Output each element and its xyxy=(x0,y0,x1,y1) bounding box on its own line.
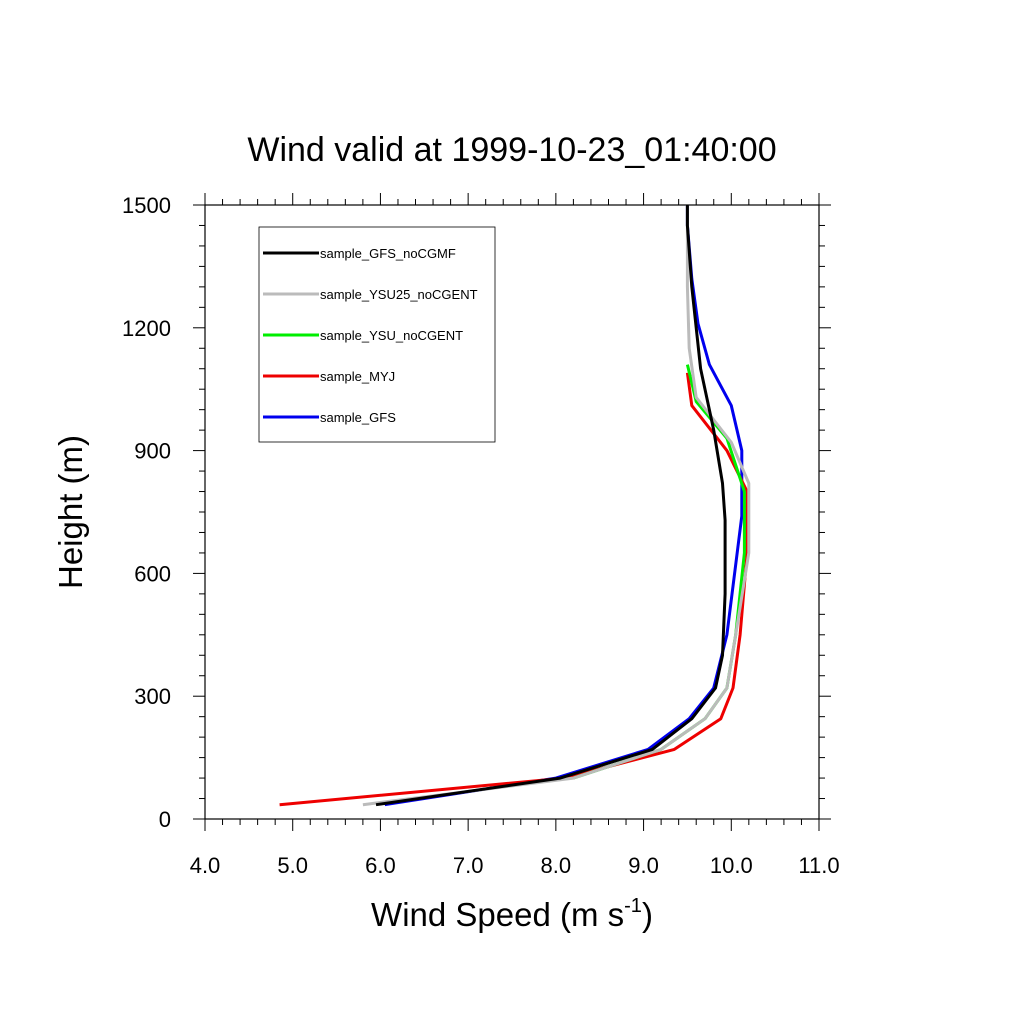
x-axis-title-main: Wind Speed (m s xyxy=(371,896,624,933)
x-tick-label: 5.0 xyxy=(277,853,308,878)
y-tick-label: 1200 xyxy=(122,316,171,341)
y-axis-title: Height (m) xyxy=(52,435,89,589)
legend: sample_GFS_noCGMF sample_YSU25_noCGENTsam… xyxy=(258,226,496,443)
x-tick-label: 11.0 xyxy=(798,853,839,878)
y-tick-labels: 0 300 600 900 1200 1500 xyxy=(122,193,171,832)
x-tick-label: 8.0 xyxy=(541,853,572,878)
x-tick-label: 10.0 xyxy=(710,853,753,878)
series-lines xyxy=(279,205,751,807)
y-tick-label: 1500 xyxy=(122,193,171,218)
x-tick-label: 4.0 xyxy=(190,853,221,878)
x-axis-title-sup: -1 xyxy=(624,895,642,917)
y-tick-label: 900 xyxy=(134,439,171,464)
y-tick-label: 0 xyxy=(159,807,171,832)
x-tick-labels: 4.0 5.0 6.0 7.0 8.0 9.0 10.0 11.0 xyxy=(190,853,840,878)
series-line-sample-gfs-nocgmf xyxy=(375,205,727,807)
axis-ticks xyxy=(193,193,831,831)
legend-label: sample_GFS_noCGMF xyxy=(320,246,456,261)
legend-items: sample_GFS_noCGMF sample_YSU25_noCGENTsam… xyxy=(263,246,478,425)
legend-label: sample_YSU_noCGENT xyxy=(320,328,463,343)
x-tick-label: 7.0 xyxy=(453,853,484,878)
y-tick-label: 300 xyxy=(134,684,171,709)
x-axis-title: Wind Speed (m s-1) xyxy=(371,895,653,933)
chart-title: Wind valid at 1999-10-23_01:40:00 xyxy=(247,131,776,169)
series-line-sample-ysu25-nocgent xyxy=(362,205,751,807)
x-axis-title-end: ) xyxy=(642,896,653,933)
x-tick-label: 9.0 xyxy=(628,853,659,878)
legend-label: sample_GFS xyxy=(320,410,396,425)
y-tick-label: 600 xyxy=(134,561,171,586)
legend-label: sample_YSU25_noCGENT xyxy=(320,287,478,302)
x-tick-label: 6.0 xyxy=(365,853,396,878)
legend-label: sample_MYJ xyxy=(320,369,395,384)
